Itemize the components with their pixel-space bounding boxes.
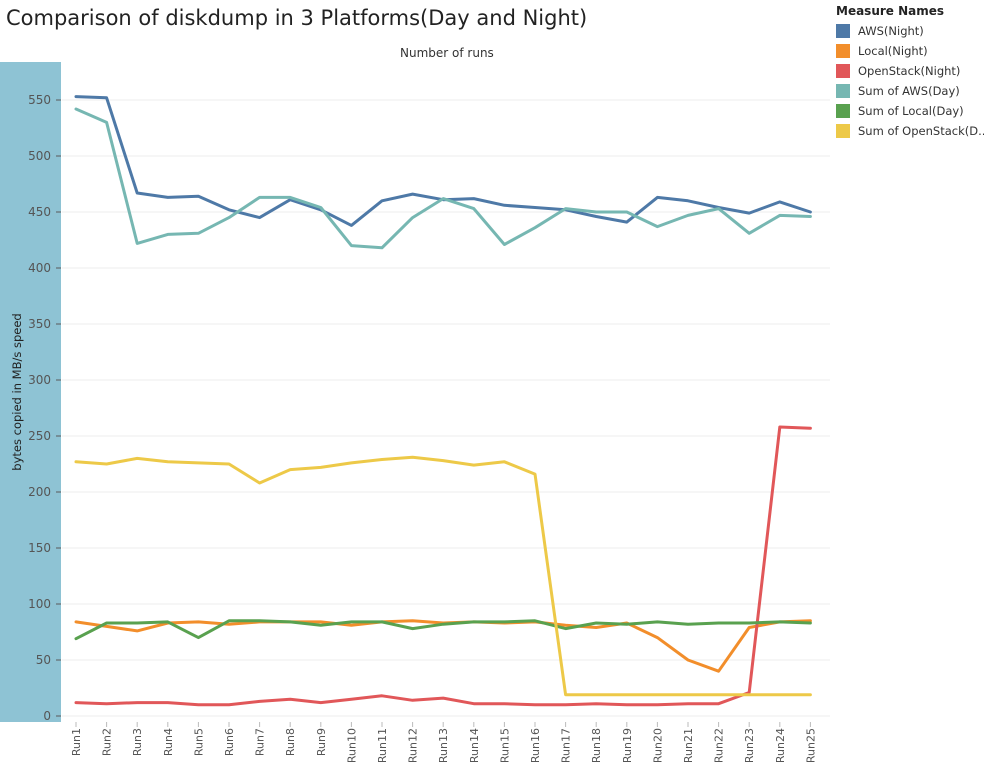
legend-label: Sum of Local(Day): [858, 104, 964, 118]
x-axis-ticks: Run1 Run2 Run3 Run4 Run5 Run6 Run7 Run8 Run9 Run1…: [70, 722, 817, 763]
x-tick-label: Run13: [437, 728, 450, 763]
x-tick-label: Run16: [529, 728, 542, 763]
x-tick-label: Run3: [131, 728, 144, 756]
x-tick-label: Run10: [345, 728, 358, 763]
x-tick-label: Run1: [70, 728, 83, 756]
x-tick-label: Run22: [713, 728, 726, 763]
series-line-sum-of-aws-day[interactable]: [74, 107, 812, 250]
y-tick-label: 0: [43, 709, 51, 723]
legend-swatch: [836, 104, 850, 118]
legend-label: Sum of OpenStack(D..: [858, 124, 984, 138]
x-tick-label: Run6: [223, 728, 236, 756]
series-line-openstack-night[interactable]: [74, 425, 812, 707]
x-tick-label: Run18: [590, 728, 603, 763]
legend-item[interactable]: Sum of AWS(Day): [836, 81, 984, 101]
legend-swatch: [836, 24, 850, 38]
legend-swatch: [836, 64, 850, 78]
y-tick-label: 250: [28, 429, 51, 443]
x-tick-label: Run15: [498, 728, 511, 763]
legend-items: AWS(Night) Local(Night) OpenStack(Night) Su…: [836, 21, 984, 141]
series-line-aws-night[interactable]: [74, 95, 812, 227]
series-line-sum-of-local-day[interactable]: [74, 619, 812, 641]
legend-swatch: [836, 124, 850, 138]
y-tick-label: 200: [28, 485, 51, 499]
legend-item[interactable]: Sum of Local(Day): [836, 101, 984, 121]
x-tick-label: Run2: [101, 728, 114, 756]
x-tick-label: Run11: [376, 728, 389, 763]
y-tick-label: 500: [28, 149, 51, 163]
legend-swatch: [836, 44, 850, 58]
legend-label: Local(Night): [858, 44, 928, 58]
y-tick-label: 50: [36, 653, 51, 667]
y-tick-label: 400: [28, 261, 51, 275]
legend-item[interactable]: Local(Night): [836, 41, 984, 61]
x-tick-label: Run23: [743, 728, 756, 763]
legend-title: Measure Names: [836, 4, 945, 18]
x-tick-label: Run4: [162, 728, 175, 756]
top-axis-title: Number of runs: [400, 46, 494, 60]
x-tick-label: Run5: [192, 728, 205, 756]
y-tick-label: 150: [28, 541, 51, 555]
y-tick-label: 450: [28, 205, 51, 219]
y-tick-label: 550: [28, 93, 51, 107]
x-tick-label: Run25: [804, 728, 817, 763]
x-tick-label: Run12: [407, 728, 420, 763]
series-line-sum-of-openstack-d[interactable]: [74, 455, 812, 697]
legend-item[interactable]: Sum of OpenStack(D..: [836, 121, 984, 141]
y-axis-band: [0, 62, 61, 722]
chart-title: Comparison of diskdump in 3 Platforms(Da…: [6, 6, 588, 30]
legend-label: AWS(Night): [858, 24, 924, 38]
x-tick-label: Run20: [651, 728, 664, 763]
y-tick-label: 300: [28, 373, 51, 387]
x-tick-label: Run8: [284, 728, 297, 756]
legend-item[interactable]: OpenStack(Night): [836, 61, 984, 81]
legend-swatch: [836, 84, 850, 98]
x-tick-label: Run7: [254, 728, 267, 756]
y-tick-label: 100: [28, 597, 51, 611]
x-tick-label: Run24: [774, 728, 787, 763]
legend[interactable]: Measure Names AWS(Night) Local(Night) Open…: [836, 4, 984, 141]
x-tick-label: Run17: [560, 728, 573, 763]
series-line-local-night[interactable]: [74, 619, 812, 673]
x-tick-label: Run19: [621, 728, 634, 763]
x-tick-label: Run14: [468, 728, 481, 763]
legend-label: OpenStack(Night): [858, 64, 961, 78]
series-lines: [74, 95, 812, 707]
x-tick-label: Run9: [315, 728, 328, 756]
y-axis-ticks: 0 50 100 150 200 250 300 350 400 450 500 550: [28, 93, 61, 723]
legend-label: Sum of AWS(Day): [858, 84, 960, 98]
x-tick-label: Run21: [682, 728, 695, 763]
legend-item[interactable]: AWS(Night): [836, 21, 984, 41]
y-tick-label: 350: [28, 317, 51, 331]
